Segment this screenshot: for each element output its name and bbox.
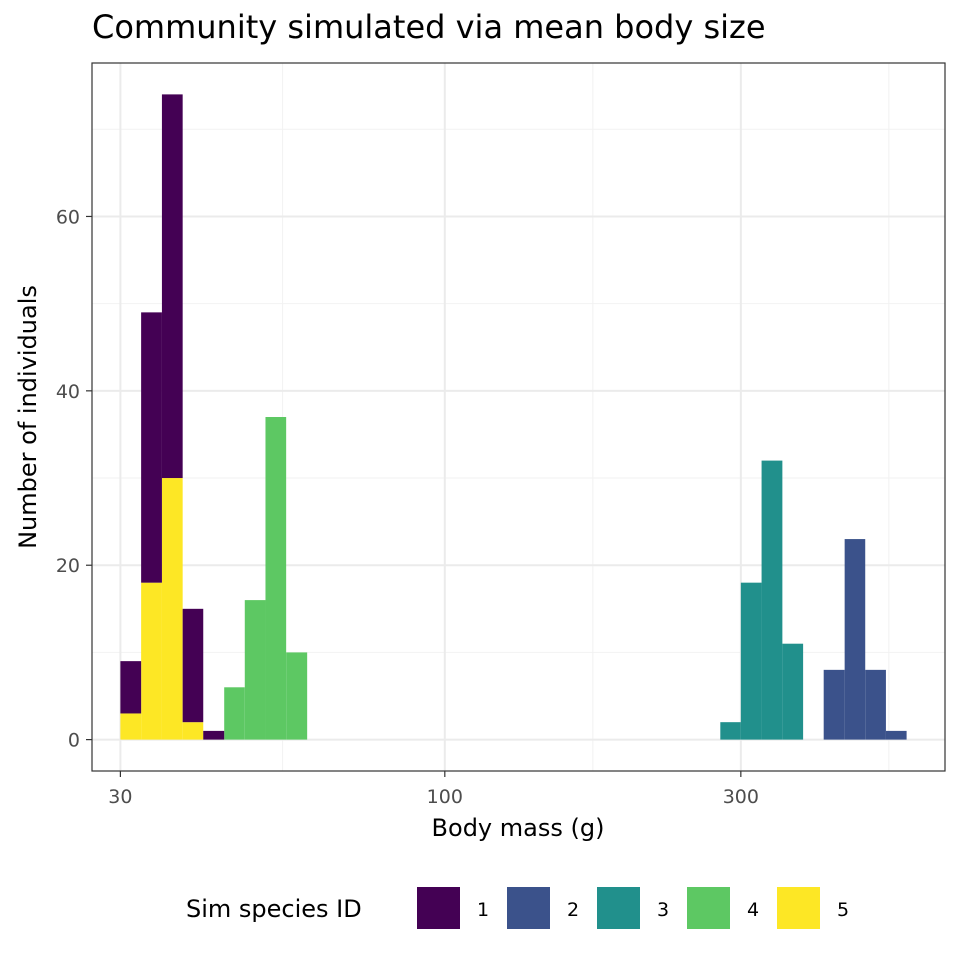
plot-background bbox=[92, 63, 945, 771]
y-tick-label: 20 bbox=[56, 555, 80, 577]
y-tick-label: 0 bbox=[68, 730, 80, 752]
x-tick-label: 30 bbox=[108, 786, 132, 808]
bar-species-4 bbox=[244, 600, 266, 740]
legend-key-4 bbox=[687, 887, 730, 929]
x-tick-label: 300 bbox=[723, 786, 759, 808]
bar-species-1 bbox=[182, 608, 204, 723]
bar-species-3 bbox=[740, 582, 762, 740]
bar-species-4 bbox=[224, 687, 245, 740]
legend: Sim species ID 1 2 3 4 5 bbox=[186, 887, 849, 929]
bar-species-4 bbox=[286, 652, 308, 740]
tick-labels: 30 100 300 0 20 40 60 bbox=[56, 206, 759, 808]
y-axis-title: Number of individuals bbox=[14, 285, 42, 549]
bar-species-5 bbox=[182, 722, 204, 740]
bar-species-2 bbox=[885, 730, 907, 740]
bar-species-1 bbox=[161, 94, 183, 479]
bar-species-5 bbox=[120, 713, 142, 740]
chart-title: Community simulated via mean body size bbox=[92, 8, 766, 46]
legend-key-1 bbox=[417, 887, 460, 929]
legend-label-4: 4 bbox=[747, 899, 759, 921]
bar-species-3 bbox=[761, 460, 783, 740]
legend-label-2: 2 bbox=[567, 899, 579, 921]
legend-key-3 bbox=[597, 887, 640, 929]
grid-minor bbox=[92, 63, 945, 771]
bar-species-2 bbox=[865, 669, 886, 740]
axis-ticks bbox=[86, 215, 742, 777]
y-tick-label: 60 bbox=[56, 206, 80, 228]
x-tick-label: 100 bbox=[427, 786, 463, 808]
bar-species-2 bbox=[844, 539, 866, 740]
legend-key-2 bbox=[507, 887, 550, 929]
bar-species-3 bbox=[720, 722, 741, 740]
bar-species-1 bbox=[120, 661, 142, 714]
bar-species-5 bbox=[141, 582, 162, 740]
legend-label-5: 5 bbox=[837, 899, 849, 921]
bar-species-4 bbox=[265, 417, 287, 740]
bar-species-1 bbox=[203, 730, 225, 740]
legend-key-5 bbox=[777, 887, 820, 929]
x-axis-title: Body mass (g) bbox=[432, 814, 605, 842]
bar-species-2 bbox=[823, 669, 845, 740]
bar-species-5 bbox=[161, 478, 183, 740]
y-tick-label: 40 bbox=[56, 381, 80, 403]
bar-species-1 bbox=[141, 312, 162, 583]
legend-label-1: 1 bbox=[477, 899, 489, 921]
legend-label-3: 3 bbox=[657, 899, 669, 921]
bars bbox=[120, 94, 907, 740]
plot-border bbox=[91, 62, 946, 772]
legend-title: Sim species ID bbox=[186, 895, 362, 923]
bar-species-3 bbox=[782, 643, 804, 740]
